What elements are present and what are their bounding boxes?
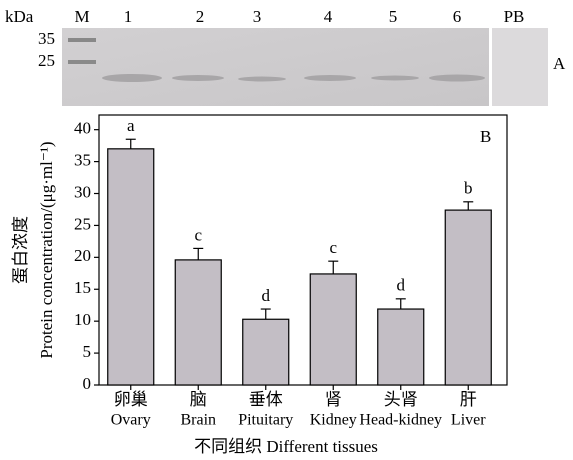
x-tick-label: Ovary (111, 412, 151, 429)
ladder-label: M (74, 7, 89, 26)
band (172, 75, 224, 81)
band (238, 77, 286, 82)
x-tick-label: 垂体 (249, 390, 283, 409)
significance-letter: b (464, 179, 473, 198)
bar (310, 274, 356, 385)
bar (108, 149, 154, 385)
lane-label: 5 (389, 7, 398, 26)
marker-label: 25 (38, 51, 55, 70)
y-tick-label: 35 (74, 151, 91, 170)
significance-letter: d (397, 276, 406, 295)
bar (378, 309, 424, 385)
bar (175, 260, 221, 385)
x-tick-label: 脑 (190, 390, 207, 409)
lane-label: 6 (453, 7, 462, 26)
blot-control (492, 28, 548, 106)
bar (445, 210, 491, 385)
band (304, 75, 356, 81)
x-tick-label: Brain (180, 412, 216, 429)
lane-label: 4 (324, 7, 333, 26)
band (371, 76, 419, 81)
significance-letter: a (127, 116, 135, 135)
y-tick-label: 0 (83, 374, 92, 393)
ladder-band (68, 38, 96, 42)
x-tick-label: Head-kidney (359, 412, 442, 429)
x-tick-label: 肾 (325, 390, 342, 409)
y-axis-title: 蛋白浓度 (11, 216, 30, 284)
lane-label: 1 (124, 7, 133, 26)
significance-letter: d (262, 286, 271, 305)
blot-membrane (62, 28, 489, 106)
y-tick-label: 20 (74, 246, 91, 265)
lane-label: 2 (196, 7, 205, 26)
y-tick-label: 30 (74, 182, 91, 201)
control-label: PB (504, 7, 525, 26)
panel-label: A (553, 54, 566, 73)
lane-label: 3 (253, 7, 262, 26)
x-tick-label: Liver (451, 412, 486, 429)
y-tick-label: 5 (83, 342, 92, 361)
x-tick-label: 卵巢 (114, 390, 148, 409)
x-tick-label: Kidney (310, 412, 357, 429)
marker-label: 35 (38, 29, 55, 48)
x-tick-label: 肝 (460, 390, 477, 409)
y-tick-label: 40 (74, 119, 91, 138)
unit-label: kDa (5, 7, 34, 26)
significance-letter: c (329, 238, 337, 257)
significance-letter: c (194, 225, 202, 244)
x-tick-label: Pituitary (238, 412, 293, 429)
band (102, 74, 162, 82)
y-tick-label: 10 (74, 310, 91, 329)
x-axis-title: 不同组织 Different tissues (194, 437, 378, 456)
panel-label: B (480, 127, 491, 146)
figure: kDa M 35 25 1 2 3 4 5 6 PB A B 蛋白浓度 Prot… (0, 0, 573, 460)
y-tick-label: 15 (74, 278, 91, 297)
band (429, 75, 485, 82)
bar (243, 319, 289, 385)
blot-panel: kDa M 35 25 1 2 3 4 5 6 PB A (5, 7, 566, 106)
ladder-band (68, 60, 96, 64)
y-tick-label: 25 (74, 214, 91, 233)
x-tick-label: 头肾 (384, 390, 418, 409)
y-axis-title: Protein concentration/(μg·ml⁻¹) (37, 141, 56, 358)
